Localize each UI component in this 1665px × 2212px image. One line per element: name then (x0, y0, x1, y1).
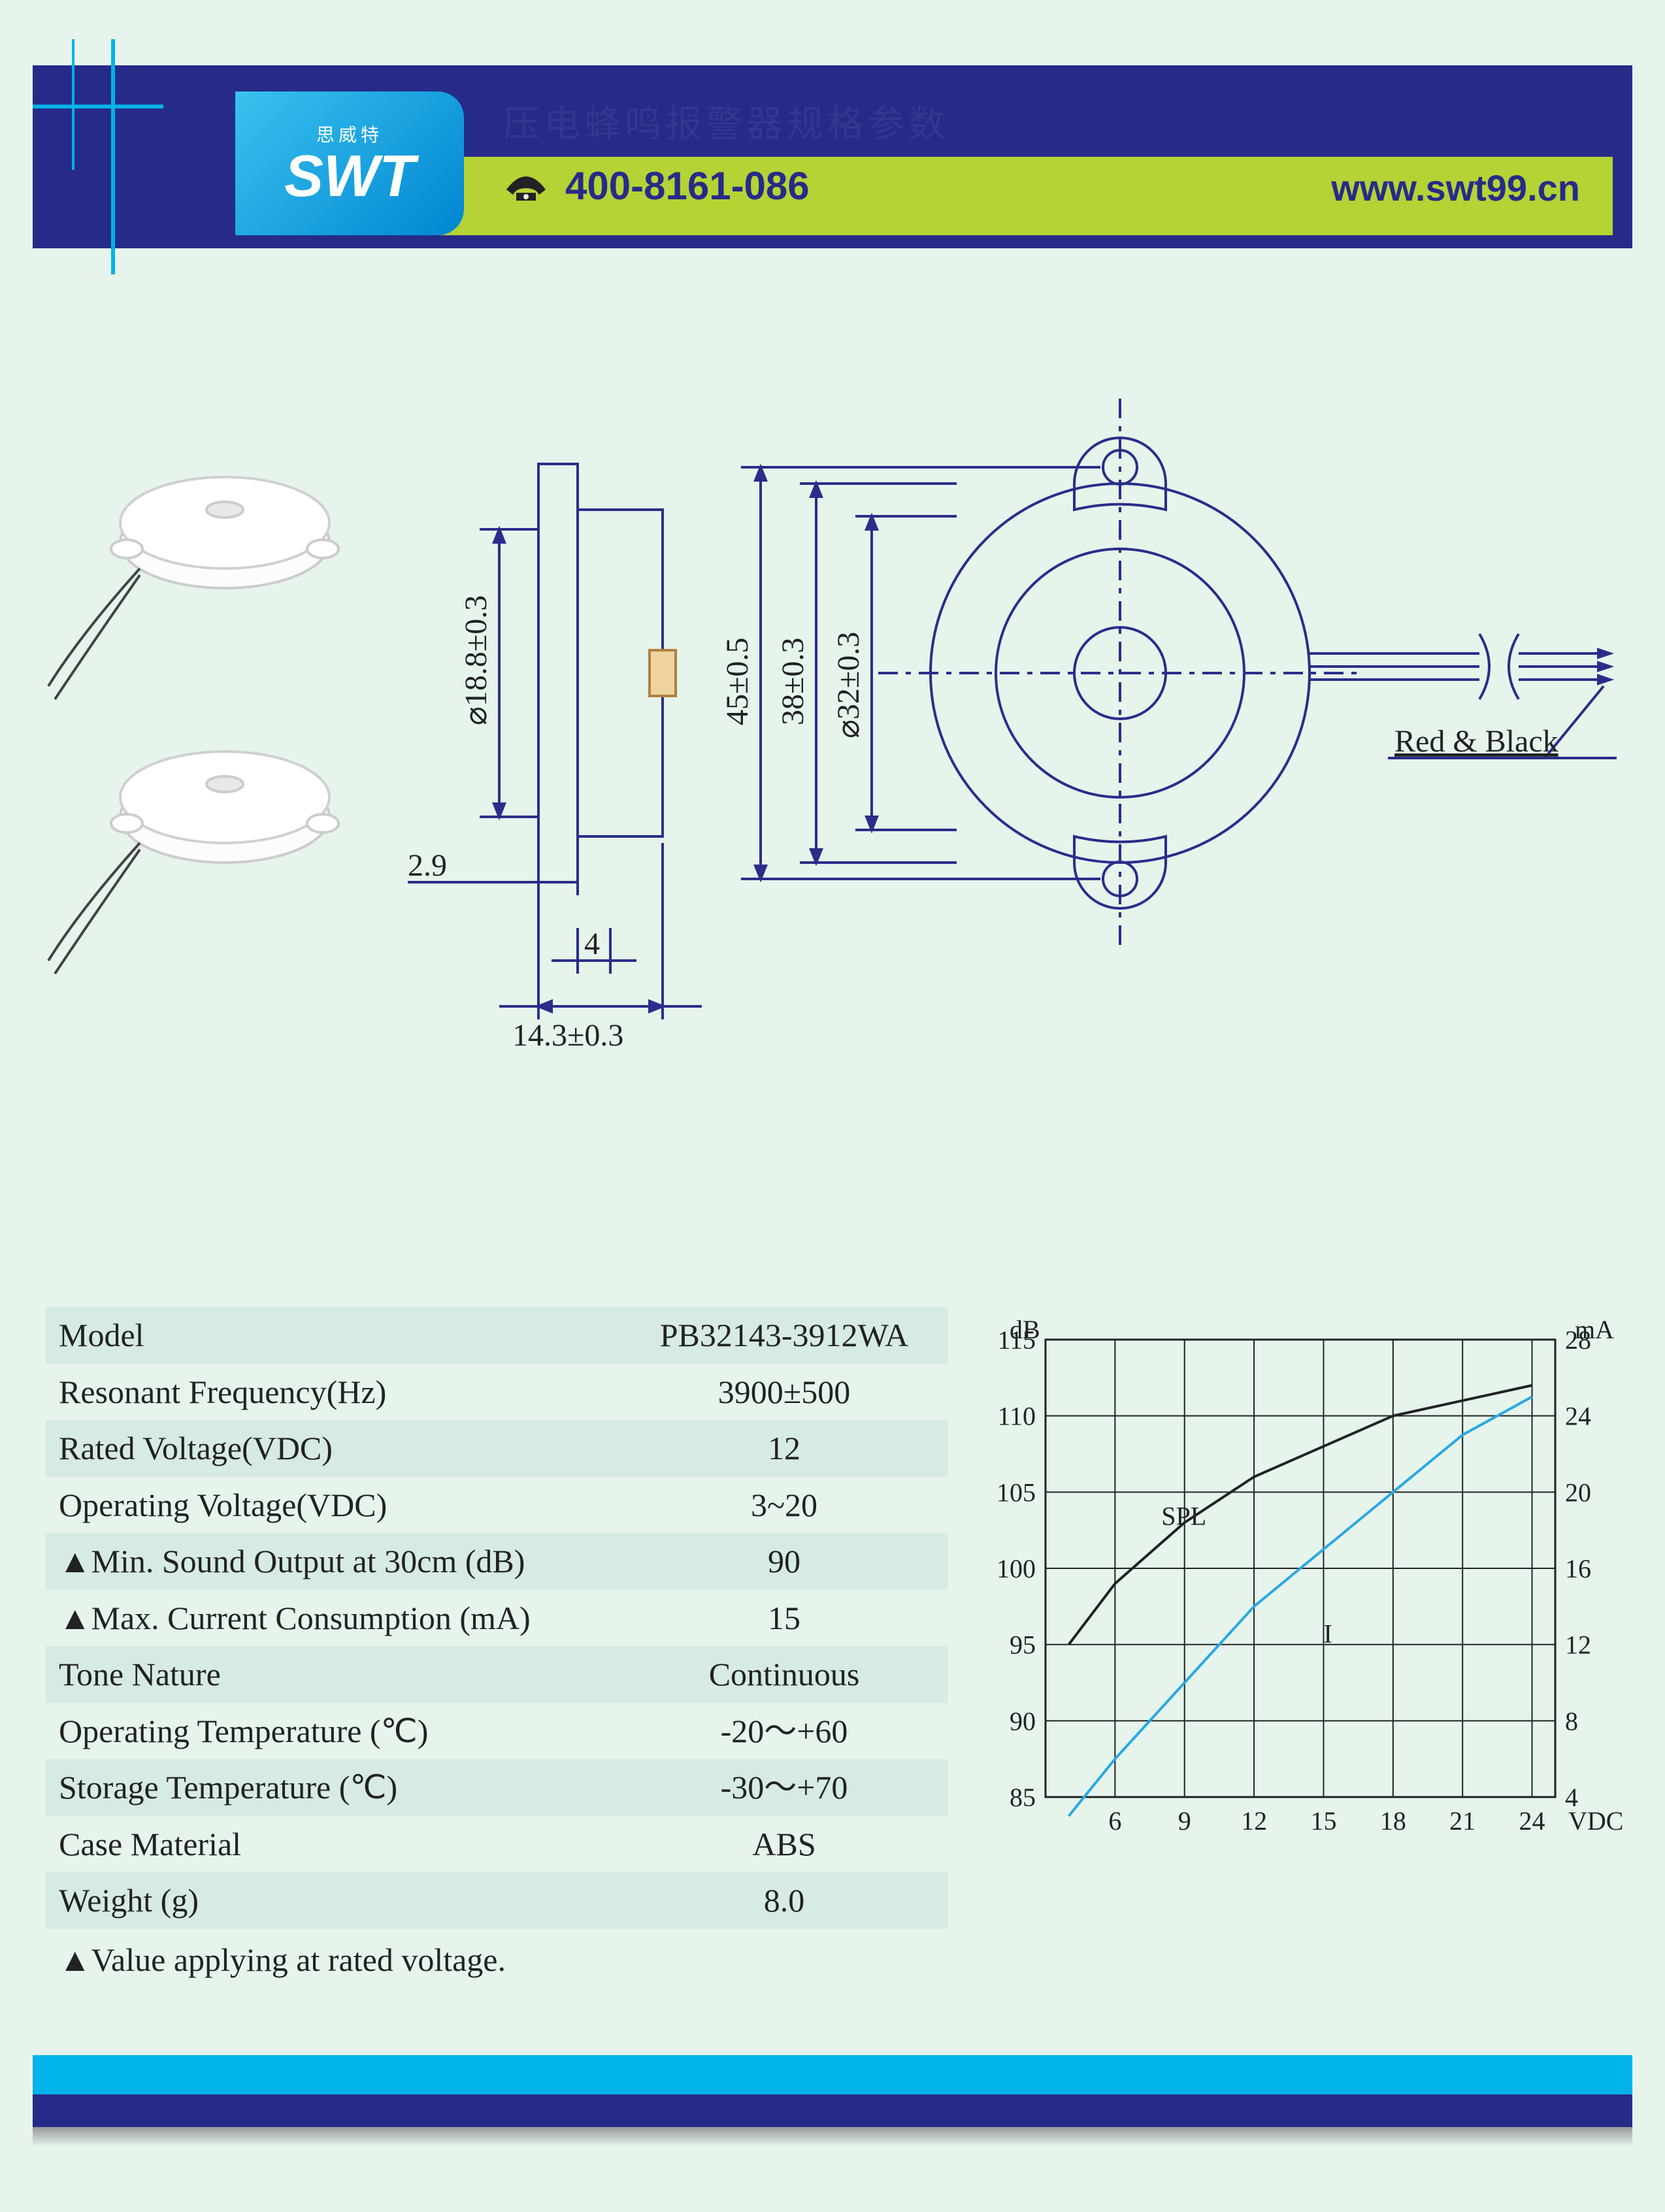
spec-label: Case Material (46, 1816, 621, 1873)
phone-number: 400-8161-086 (565, 163, 810, 208)
svg-text:16: 16 (1565, 1554, 1591, 1583)
svg-text:20: 20 (1565, 1477, 1591, 1507)
svg-text:110: 110 (997, 1402, 1036, 1431)
spec-label: Storage Temperature (℃) (46, 1759, 621, 1816)
spec-label: ▲Min. Sound Output at 30cm (dB) (46, 1533, 621, 1590)
spec-label: Resonant Frequency(Hz) (46, 1364, 621, 1421)
spec-row: ▲Min. Sound Output at 30cm (dB)90 (46, 1533, 948, 1590)
spec-row: ▲Max. Current Consumption (mA)15 (46, 1590, 948, 1647)
spec-label: Tone Nature (46, 1646, 621, 1703)
svg-text:9: 9 (1178, 1806, 1191, 1836)
wire-label: Red & Black (1394, 724, 1558, 759)
dim-hole: 4 (584, 927, 600, 961)
svg-text:I: I (1323, 1619, 1332, 1648)
spec-value: -20～+60 (621, 1703, 948, 1760)
footer-shadow (33, 2127, 1632, 2147)
svg-text:24: 24 (1519, 1806, 1545, 1836)
top-view: 45±0.5 38±0.3 ⌀32±0.3 Red & (720, 399, 1617, 948)
svg-text:12: 12 (1565, 1630, 1591, 1660)
dim-flange: 2.9 (408, 848, 447, 883)
spec-row: Tone NatureContinuous (46, 1646, 948, 1703)
svg-text:100: 100 (997, 1554, 1036, 1583)
dim-top-dia: ⌀32±0.3 (831, 632, 866, 738)
title-cn: 压电蜂鸣报警器规格参数 (503, 95, 949, 148)
svg-text:12: 12 (1241, 1806, 1267, 1836)
spec-row: Operating Temperature (℃)-20～+60 (46, 1703, 948, 1760)
spec-label: Model (46, 1307, 621, 1364)
svg-text:85: 85 (1010, 1783, 1036, 1812)
header-deco-line (111, 39, 115, 274)
svg-text:15: 15 (1310, 1806, 1336, 1836)
spec-value: 12 (621, 1420, 948, 1477)
svg-text:mA: mA (1575, 1315, 1614, 1344)
spec-row: Weight (g)8.0 (46, 1872, 948, 1929)
svg-text:24: 24 (1565, 1402, 1591, 1431)
footer-cyan (33, 2055, 1632, 2094)
svg-text:18: 18 (1380, 1806, 1406, 1836)
spec-label: Operating Temperature (℃) (46, 1703, 621, 1760)
svg-text:dB: dB (1010, 1315, 1040, 1344)
header-deco-line (33, 105, 163, 108)
dim-mount-len: 45±0.5 (720, 638, 755, 725)
spec-label: Operating Voltage(VDC) (46, 1477, 621, 1534)
svg-text:90: 90 (1010, 1706, 1036, 1736)
spec-row: Operating Voltage(VDC)3~20 (46, 1477, 948, 1534)
spec-row: Case MaterialABS (46, 1816, 948, 1873)
spec-value: ABS (621, 1816, 948, 1873)
spec-value: 15 (621, 1590, 948, 1647)
dimensional-drawing: ⌀18.8±0.3 2.9 14.3±0.3 4 (39, 359, 1626, 1144)
spec-value: 8.0 (621, 1872, 948, 1929)
dim-outer-dia: 38±0.3 (776, 638, 810, 725)
datasheet-page: 思威特 SWT 压电蜂鸣报警器规格参数 PB3214-3912WA 400-81… (0, 0, 1665, 2212)
svg-text:21: 21 (1449, 1806, 1475, 1836)
svg-text:105: 105 (997, 1477, 1036, 1507)
svg-text:VDC: VDC (1568, 1806, 1623, 1836)
phone-icon (503, 170, 549, 203)
side-view: ⌀18.8±0.3 2.9 14.3±0.3 4 (408, 464, 702, 1053)
svg-text:6: 6 (1108, 1806, 1121, 1836)
logo: 思威特 SWT (235, 91, 464, 235)
spec-value: Continuous (621, 1646, 948, 1703)
spec-row: Storage Temperature (℃)-30～+70 (46, 1759, 948, 1816)
spec-label: Rated Voltage(VDC) (46, 1420, 621, 1477)
spec-label: ▲Max. Current Consumption (mA) (46, 1590, 621, 1647)
spec-value: 3900±500 (621, 1364, 948, 1421)
spec-value: -30～+70 (621, 1759, 948, 1816)
spl-current-chart: 6912151821248590951001051101154812162024… (974, 1313, 1627, 1849)
svg-text:8: 8 (1565, 1706, 1578, 1736)
dim-depth: 14.3±0.3 (512, 1018, 623, 1053)
spec-row: Rated Voltage(VDC)12 (46, 1420, 948, 1477)
spec-footnote: ▲Value applying at rated voltage. (46, 1933, 948, 1987)
spec-row: ModelPB32143-3912WA (46, 1307, 948, 1364)
spec-label: Weight (g) (46, 1872, 621, 1929)
footer-bar (33, 2055, 1632, 2134)
header-model: PB3214-3912WA (1255, 91, 1580, 140)
dim-body-dia: ⌀18.8±0.3 (459, 595, 493, 725)
product-photo (48, 477, 338, 974)
logo-cn: 思威特 (316, 121, 383, 147)
svg-text:SPL: SPL (1161, 1501, 1206, 1530)
header-url: www.swt99.cn (1331, 167, 1580, 209)
spec-value: 90 (621, 1533, 948, 1590)
spec-row: Resonant Frequency(Hz)3900±500 (46, 1364, 948, 1421)
spec-value: 3~20 (621, 1477, 948, 1534)
header: 思威特 SWT 压电蜂鸣报警器规格参数 PB3214-3912WA 400-81… (33, 65, 1632, 248)
spec-value: PB32143-3912WA (621, 1307, 948, 1364)
svg-text:95: 95 (1010, 1630, 1036, 1660)
spec-table: ModelPB32143-3912WAResonant Frequency(Hz… (46, 1307, 948, 1987)
header-phone: 400-8161-086 (503, 163, 810, 208)
logo-en: SWT (284, 147, 415, 206)
